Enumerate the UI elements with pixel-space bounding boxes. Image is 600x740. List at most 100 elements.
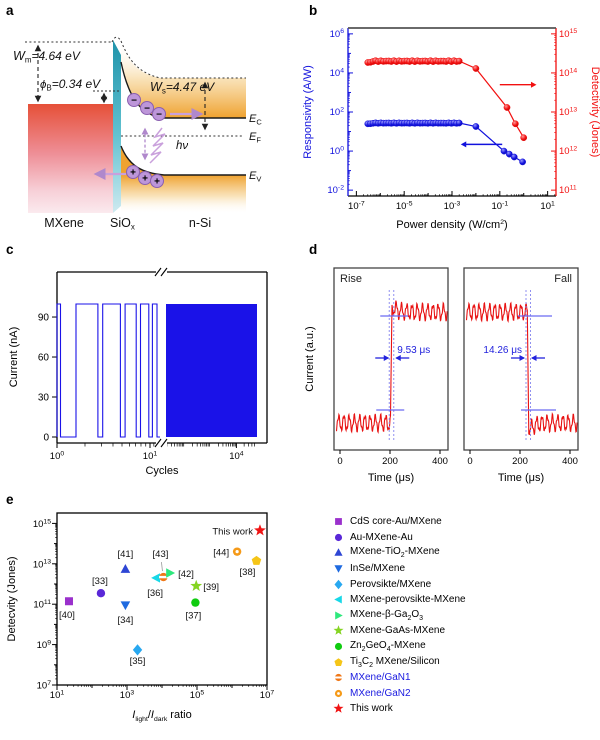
electron-sign: − xyxy=(144,104,150,115)
data-point xyxy=(500,147,508,155)
electron-sign: − xyxy=(156,110,162,121)
tick-mantissa: 10 xyxy=(396,201,407,212)
break-mark xyxy=(154,438,162,448)
region-label-mxene: MXene xyxy=(44,216,84,230)
point-annotation: [43] xyxy=(153,549,169,560)
tick-mantissa: 10 xyxy=(50,451,61,462)
legend-row: Au-MXene-Au xyxy=(332,530,600,546)
point-38 xyxy=(251,555,262,565)
tick-exponent: 4 xyxy=(340,67,344,74)
tick-label: 100 xyxy=(50,450,65,462)
series-line-responsivity xyxy=(367,122,523,163)
tick-mantissa: 10 xyxy=(330,68,341,79)
data-point xyxy=(505,150,513,158)
point-43 xyxy=(159,572,168,582)
tick-exponent: 11 xyxy=(570,185,577,192)
plot-frame xyxy=(463,267,579,451)
tick-label: 104 xyxy=(229,450,244,462)
data-point xyxy=(512,120,519,128)
tick-label: 10-2 xyxy=(327,185,344,197)
point-annotation: [39] xyxy=(203,582,219,593)
label-part: Power density (W/cm xyxy=(396,219,500,231)
right-axis-title: Detectivity (Jones) xyxy=(589,67,600,157)
legend-label: CdS core-Au/MXene xyxy=(350,516,442,528)
legend-marker xyxy=(335,611,343,620)
responsivity-detectivity-chart: 10-7 10-5 10-3 10-1 10110-210010210410610111… xyxy=(302,27,600,231)
point-37 xyxy=(191,598,200,607)
legend-label: MXene-GaAs-MXene xyxy=(350,625,446,637)
rise-fall-time-chart: 9.53 μs Rise 0 200 400 Time (μs) 14.26 μs Fall 0… xyxy=(304,267,579,484)
legend-label: Au-MXene-Au xyxy=(350,531,413,543)
arrowhead-icon xyxy=(530,81,537,88)
break-mark xyxy=(160,267,168,277)
tick-exponent: 5 xyxy=(200,689,204,696)
legend-row: This work xyxy=(332,701,600,717)
siox-layer xyxy=(113,40,121,213)
tick-exponent: 1 xyxy=(60,689,64,696)
band-diagram: − − − + + + Wm=4.64 eV ϕB=0.34 eV Ws=4.4… xyxy=(13,36,262,232)
legend-label: Perovsikte/MXene xyxy=(350,578,432,590)
circle-marker-icon xyxy=(334,642,343,651)
legend-marker xyxy=(333,703,344,714)
tick-label: 1013 xyxy=(559,106,577,118)
legend-row: MXene-β-Ga2O3 xyxy=(332,608,600,624)
tick-exponent: 0 xyxy=(60,450,64,457)
point-34 xyxy=(120,601,131,611)
label-part: ratio xyxy=(167,709,191,721)
label-part: I xyxy=(151,709,154,721)
tick-mantissa: 10 xyxy=(330,107,341,118)
legend-label: MXene/GaN2 xyxy=(350,687,411,699)
shape xyxy=(251,555,262,565)
annotation-connector xyxy=(161,562,163,572)
hole-icon xyxy=(150,174,164,188)
time-value: 9.53 μs xyxy=(397,345,430,356)
legend-marker xyxy=(334,548,343,557)
point-Thiswork xyxy=(254,524,266,536)
circle-marker-icon xyxy=(334,533,343,541)
tick-exponent: 15 xyxy=(43,518,51,525)
legend-marker xyxy=(334,657,343,666)
shape xyxy=(159,575,168,579)
tick-exponent: 2 xyxy=(340,106,344,113)
tick-mantissa: 10 xyxy=(491,201,502,212)
point-annotation: [42] xyxy=(178,569,194,580)
diamond-marker-icon xyxy=(334,579,343,589)
legend-row: CdS core-Au/MXene xyxy=(332,514,600,530)
arrowhead-icon xyxy=(531,355,537,361)
electron-icon xyxy=(127,93,141,107)
x-axis-title: Time (μs) xyxy=(498,472,544,484)
square-marker-icon xyxy=(335,518,342,526)
tick-exponent: -3 xyxy=(454,200,460,207)
signal-trace-rise xyxy=(335,300,448,435)
detectivity-comparison-chart: 101 103 105 107107109101110131015[40][33][4… xyxy=(6,512,275,723)
point-annotation: [37] xyxy=(185,611,201,622)
tick-mantissa: 10 xyxy=(120,690,131,701)
point-39 xyxy=(190,579,203,591)
star-marker-icon xyxy=(333,625,344,636)
subpanel-title: Fall xyxy=(554,273,572,285)
hole-sign: + xyxy=(154,177,160,188)
tick-label: 1011 xyxy=(559,185,577,197)
tick-label: 107 xyxy=(260,689,275,701)
data-point xyxy=(472,65,480,72)
x-tick-label: 400 xyxy=(432,456,448,467)
tick-mantissa: 10 xyxy=(559,107,570,118)
break-gap xyxy=(156,438,167,448)
tick-mantissa: 10 xyxy=(444,201,455,212)
panel-label-c: c xyxy=(6,242,14,257)
point-33 xyxy=(96,589,106,598)
data-point xyxy=(455,119,463,127)
shape xyxy=(334,565,343,573)
electron-icon xyxy=(152,107,166,121)
tick-label: 102 xyxy=(330,106,345,118)
y-tick-label: 30 xyxy=(38,393,50,404)
legend-row: MXene/GaN1 xyxy=(332,670,600,686)
plot-frame xyxy=(56,512,268,686)
shape xyxy=(337,691,340,695)
tick-mantissa: 10 xyxy=(33,600,44,611)
holes: + + + xyxy=(126,165,164,188)
tick-exponent: 12 xyxy=(570,145,578,152)
shape xyxy=(190,579,203,591)
